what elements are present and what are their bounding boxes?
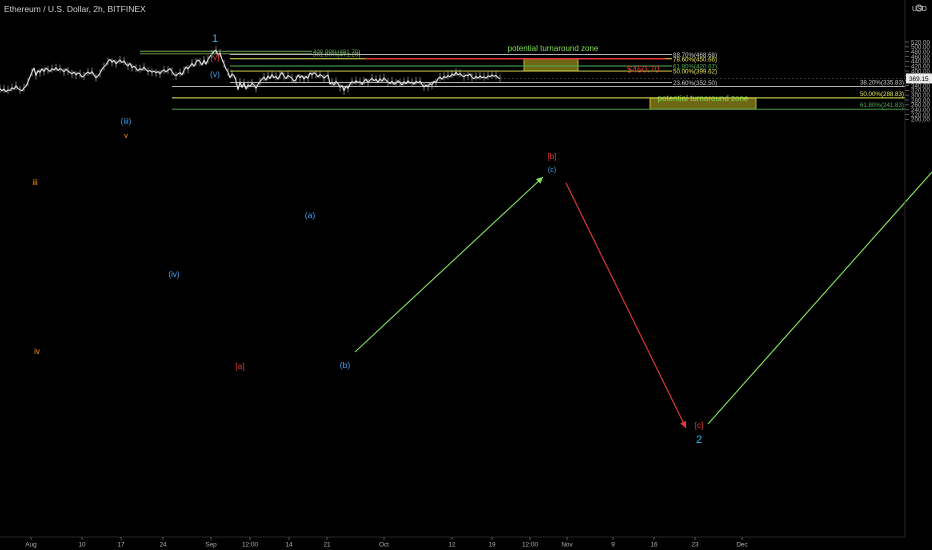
time-axis[interactable]: Aug 10 17 24 Sep 12:00 14 21 Oct 12 19 12:00 Nov 9 16 2… (0, 536, 905, 549)
price-tick-label: 500.00 (911, 44, 930, 51)
time-tick-label: 17 (117, 542, 125, 549)
time-tick-label: Oct (379, 542, 389, 549)
wave-label: [a] (235, 361, 244, 371)
fib-level-label: 38.20%(335.83) (860, 80, 904, 87)
time-tick-label: 24 (159, 542, 167, 549)
fib-level-label: 78.60%(450.66) (673, 56, 717, 63)
price-tick-label: 240.00 (911, 107, 930, 114)
wave-label: (iii) (121, 117, 132, 126)
time-tick-label: 12:00 (242, 542, 258, 549)
zone-label: potential turnaround zone (508, 44, 599, 53)
time-tick-label: 9 (611, 542, 615, 549)
projection-arrow-up (354, 176, 544, 353)
wave-label: v (124, 131, 128, 140)
projection-arrows (354, 171, 932, 429)
price-tick-label: 440.00 (911, 59, 930, 66)
price-tick-label: 320.00 (911, 88, 930, 95)
wave-label: iii (32, 178, 38, 187)
time-tick-label: 10 (78, 542, 86, 549)
wave-label: 2 (696, 434, 702, 446)
price-axis[interactable]: 200.00220.00240.00260.00280.00300.00320.… (500, 0, 932, 537)
currency-label: USD (912, 6, 927, 13)
price-tick-label: 300.00 (911, 92, 930, 99)
zone-label: potential turnaround zone (658, 94, 749, 103)
wave-label: [c] (695, 421, 703, 430)
fib-level-label: 400.00%(481.70) (313, 49, 360, 56)
current-price-label: 369.15 (909, 76, 929, 83)
price-tick-label: 400.00 (911, 68, 930, 75)
time-tick-label: Sep (205, 542, 217, 549)
wave-label: (a) (305, 210, 316, 220)
key-level-label: $450.70 (627, 65, 660, 75)
wave-label: 1 (212, 33, 218, 45)
time-tick-label: 19 (488, 542, 496, 549)
price-tick-label: 520.00 (911, 39, 930, 46)
price-tick-label: 340.00 (911, 83, 930, 90)
turnaround-zones: potential turnaround zone potential turna… (508, 44, 757, 110)
price-series (0, 46, 501, 95)
time-tick-label: 12 (448, 542, 456, 549)
time-tick-label: 21 (323, 542, 331, 549)
time-tick-label: 14 (285, 542, 293, 549)
time-tick-label: Aug (25, 542, 37, 549)
time-tick-label: Nov (561, 542, 573, 549)
wave-label: iv (34, 347, 40, 356)
price-tick-label: 220.00 (911, 112, 930, 119)
price-tick-label: 280.00 (911, 97, 930, 104)
gear-icon[interactable] (915, 4, 923, 12)
chart-title: Ethereum / U.S. Dollar, 2h, BITFINEX (4, 4, 146, 14)
price-tick-label: 420.00 (911, 63, 930, 70)
price-tick-label: 460.00 (911, 54, 930, 61)
price-tick-label: 480.00 (911, 49, 930, 56)
wave-label: [v] (211, 52, 220, 62)
current-price-badge (906, 73, 932, 84)
time-tick-label: 16 (650, 542, 658, 549)
projection-arrow-down (565, 182, 687, 429)
wave-label: (iv) (168, 270, 179, 279)
wave-labels: 1 [v] (v) (iii) v iii iv (iv) [a] (a) (b) (c) [b] [c]… (32, 33, 703, 446)
price-tick-label: 200.00 (911, 117, 930, 124)
fib-level-label: 50.00%(399.62) (673, 69, 717, 76)
price-tick-label: 260.00 (911, 102, 930, 109)
fib-level-label: 23.60%(352.50) (673, 80, 717, 87)
time-tick-label: 12:00 (522, 542, 538, 549)
wave-label: (v) (210, 69, 220, 79)
fib-level-label: 61.80%(241.83) (860, 102, 904, 109)
fib-levels: 400.00%(481.70)361.80%(471.20) 88.70%(468… (140, 49, 905, 110)
turnaround-zone (523, 58, 579, 72)
fib-level-label: 50.00%(288.83) (860, 91, 904, 98)
wave-label: (c) (548, 167, 556, 174)
wave-label: (b) (340, 360, 351, 370)
projection-line-up (707, 171, 932, 425)
time-tick-label: Dec (736, 542, 748, 549)
time-tick-label: 23 (691, 542, 699, 549)
price-line (0, 49, 501, 93)
wave-label: [b] (548, 152, 557, 161)
fib-level-label: 61.80%(420.67) (673, 64, 717, 71)
fib-level-label: 88.70%(468.68) (673, 52, 717, 59)
